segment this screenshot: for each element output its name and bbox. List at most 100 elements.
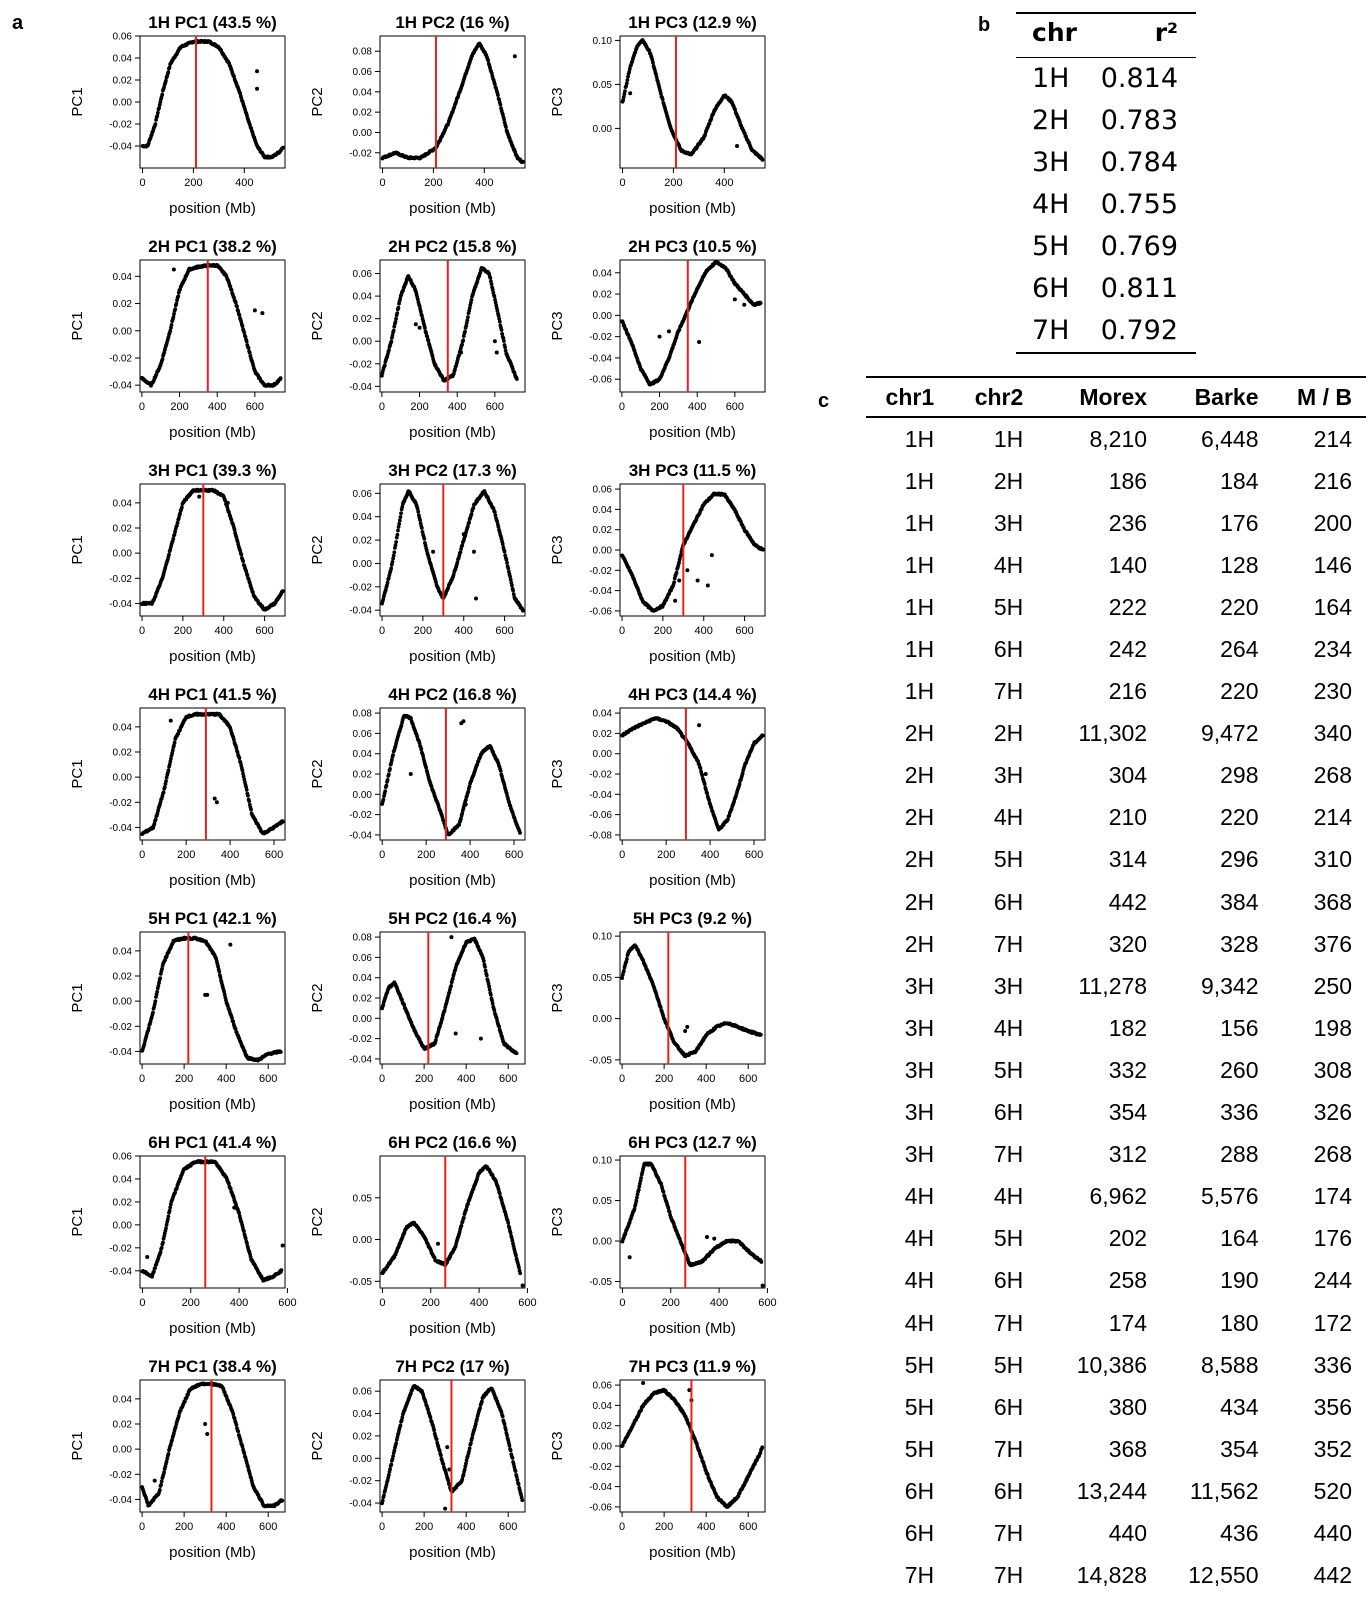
y-tick-label: -0.02	[349, 1476, 372, 1487]
y-tick-label: 0.04	[113, 54, 133, 65]
pca-panel: 6H PC3 (12.7 %)-0.050.000.050.100 200 400 6…	[549, 1133, 777, 1337]
x-tick-label: 400	[215, 625, 233, 637]
y-tick-label: -0.04	[109, 1495, 132, 1506]
y-tick-label: 0.00	[353, 128, 373, 139]
data-point	[157, 1488, 162, 1492]
outlier-point	[461, 532, 466, 537]
data-point	[460, 342, 464, 347]
x-tick-label: 0	[619, 177, 625, 189]
y-tick-label: 0.00	[113, 1445, 133, 1456]
y-tick-label: 0.00	[353, 1454, 373, 1465]
panel-label-a: a	[12, 12, 24, 34]
y-tick-label: -0.05	[589, 1277, 612, 1288]
y-tick-label: 0.02	[113, 524, 133, 535]
y-tick-label: -0.04	[109, 1047, 132, 1058]
data-point	[506, 1220, 511, 1225]
y-axis-label: PC3	[549, 311, 566, 340]
x-tick-label: 0	[139, 1297, 145, 1309]
x-axis-label: position (Mb)	[409, 648, 496, 665]
data-point	[280, 1498, 285, 1503]
y-tick-label: 0.00	[593, 311, 613, 322]
outlier-point	[685, 568, 690, 573]
data-point	[235, 750, 240, 755]
data-point	[175, 520, 180, 525]
data-point	[504, 125, 508, 129]
data-point	[178, 511, 182, 516]
data-point	[395, 532, 400, 537]
x-tick-label: 0	[379, 1073, 385, 1085]
data-point	[158, 100, 163, 104]
data-point	[390, 560, 395, 564]
y-axis-label: PC3	[549, 535, 566, 564]
x-tick-label: 200	[654, 625, 672, 637]
pca-panel: 1H PC1 (43.5 %)-0.04-0.020.000.020.040.0…	[69, 13, 286, 217]
data-point	[623, 89, 627, 94]
x-tick-label: 600	[486, 401, 504, 413]
outlier-point	[463, 802, 468, 807]
data-point	[622, 968, 626, 973]
data-point	[759, 1260, 764, 1264]
data-point	[381, 597, 386, 602]
outlier-point	[677, 578, 682, 583]
x-tick-label: 0	[139, 401, 145, 413]
data-point	[160, 357, 165, 362]
data-point	[167, 1208, 172, 1213]
data-point	[481, 959, 486, 964]
y-tick-label: -0.04	[109, 1266, 132, 1277]
y-tick-label: -0.02	[349, 359, 372, 370]
x-tick-label: 200	[415, 1073, 433, 1085]
data-point	[705, 791, 710, 796]
y-tick-label: 0.04	[113, 498, 133, 509]
y-tick-label: -0.04	[349, 830, 372, 841]
data-point	[166, 1214, 171, 1219]
data-point	[492, 82, 497, 87]
plot-frame	[139, 259, 286, 393]
data-point	[159, 1245, 164, 1250]
outlier-point	[695, 578, 700, 583]
y-axis-label: PC3	[549, 759, 566, 788]
x-tick-label: 400	[221, 849, 239, 861]
y-tick-label: 0.02	[113, 972, 133, 983]
data-point	[281, 589, 285, 593]
y-tick-label: -0.02	[589, 332, 612, 343]
x-axis-label: position (Mb)	[649, 200, 736, 217]
y-axis-label: PC2	[309, 535, 326, 564]
data-point	[400, 1415, 405, 1420]
x-tick-label: 400	[457, 1073, 475, 1085]
data-point	[466, 315, 470, 320]
data-point	[385, 777, 390, 782]
x-tick-label: 600	[499, 1521, 517, 1533]
data-point	[396, 525, 401, 529]
data-point	[518, 1271, 523, 1276]
pca-panel: 1H PC3 (12.9 %)0.000.050.100 200 400PC3pos…	[549, 13, 766, 217]
x-axis-label: position (Mb)	[409, 200, 496, 217]
pca-panel: 5H PC1 (42.1 %)-0.04-0.020.000.020.040 20…	[69, 909, 286, 1113]
y-tick-label: 0.08	[353, 47, 373, 58]
data-point	[172, 312, 176, 316]
data-point	[159, 1482, 163, 1487]
data-point	[493, 297, 497, 302]
outlier-point	[627, 1255, 632, 1260]
x-tick-label: 0	[619, 1073, 625, 1085]
data-point	[397, 521, 402, 526]
x-tick-label: 400	[217, 1521, 235, 1533]
outlier-point	[203, 1422, 208, 1426]
data-point	[157, 102, 162, 107]
data-point	[492, 294, 497, 299]
plot-frame	[619, 35, 766, 169]
data-point	[521, 159, 526, 164]
y-tick-label: -0.05	[589, 1055, 612, 1066]
pca-panel: 5H PC2 (16.4 %)-0.04-0.020.000.020.040.0…	[309, 909, 526, 1113]
x-tick-label: 400	[461, 849, 479, 861]
data-point	[392, 324, 397, 329]
y-tick-label: -0.06	[589, 810, 612, 821]
outlier-point	[458, 350, 463, 355]
data-point	[155, 989, 160, 994]
data-point	[660, 97, 665, 102]
data-point	[247, 799, 252, 803]
data-point	[229, 518, 234, 522]
data-point	[429, 784, 434, 789]
data-point	[172, 740, 177, 745]
data-point	[455, 560, 460, 565]
y-tick-label: -0.05	[349, 1277, 372, 1288]
